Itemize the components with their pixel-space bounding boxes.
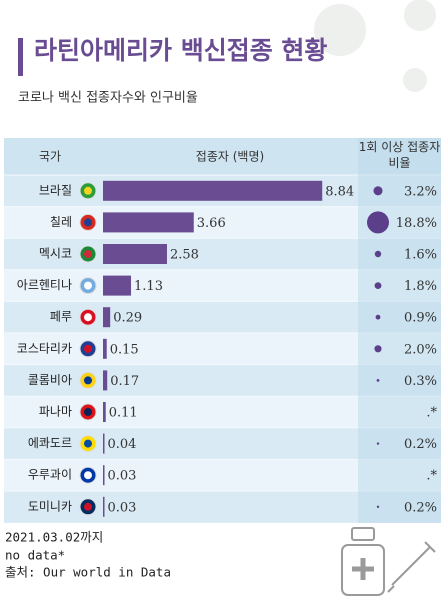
ratio-label: 0.3% <box>404 374 437 389</box>
ratio-dot <box>376 505 380 508</box>
bar <box>103 496 105 517</box>
category-label: 우루과이 <box>28 468 72 482</box>
flag-icon <box>84 376 92 385</box>
category-label: 멕시코 <box>39 247 72 261</box>
ratio-label: 0.9% <box>404 311 437 326</box>
value-label: 8.84 <box>325 184 354 199</box>
ratio-label: 3.2% <box>404 184 437 199</box>
ratio-label: 18.8% <box>396 216 437 231</box>
ratio-header-box: 1회 이상 접종자 비율 <box>358 140 441 170</box>
row-bg <box>4 269 441 302</box>
ratio-dot <box>374 282 382 290</box>
value-label: 1.13 <box>134 279 163 294</box>
title-accent <box>18 38 23 76</box>
flag-icon <box>84 281 92 290</box>
flag-icon <box>84 502 92 511</box>
row-bg <box>4 491 441 523</box>
ratio-label: 2.0% <box>404 342 437 357</box>
ratio-column-bg <box>358 138 441 523</box>
vaccine-icon <box>341 527 436 596</box>
category-label: 브라질 <box>39 183 72 197</box>
ratio-dot <box>374 345 382 353</box>
row-bg <box>4 459 441 491</box>
flag-icon <box>84 408 92 416</box>
bar <box>103 370 108 391</box>
row-bg <box>4 427 441 460</box>
background-virus <box>314 0 436 92</box>
bar <box>103 275 132 296</box>
flag-icon <box>84 186 92 195</box>
ratio-dot <box>376 379 380 382</box>
bar <box>103 338 107 359</box>
ratio-label: 0.2% <box>404 500 437 515</box>
flag-icon <box>84 439 92 448</box>
flag-icon <box>84 218 92 227</box>
category-label: 칠레 <box>50 215 72 229</box>
value-label: 3.66 <box>197 216 226 231</box>
value-label: 0.11 <box>109 406 138 421</box>
rows <box>4 174 441 523</box>
category-label: 코스타리카 <box>17 341 72 355</box>
note: 출처: Our world in Data <box>5 565 171 580</box>
category-label: 아르헨티나 <box>17 278 72 292</box>
bar <box>103 433 105 454</box>
value-label: 0.29 <box>113 311 142 326</box>
category-label: 도미니카 <box>28 499 72 513</box>
row-bg <box>4 301 441 333</box>
bar <box>103 212 194 233</box>
flag-icon <box>84 250 92 258</box>
flag-icon <box>84 471 92 480</box>
value-label: 0.15 <box>110 342 139 357</box>
chart-subtitle: 코로나 백신 접종자수와 인구비율 <box>18 91 198 106</box>
chart-title: 라틴아메리카 백신접종 현황 <box>34 36 327 65</box>
ratio-label: 0.2% <box>404 437 437 452</box>
category-label: 페루 <box>50 310 72 324</box>
flag-icon <box>84 313 92 322</box>
note: no data* <box>5 548 65 563</box>
ratio-header: 1회 이상 접종자 비율 <box>358 140 441 170</box>
category-header: 국가 <box>39 150 61 164</box>
ratio-dot <box>367 211 389 234</box>
ratio-label: 1.8% <box>404 279 437 294</box>
category-label: 에콰도르 <box>28 436 72 450</box>
ratio-label: .* <box>426 406 437 421</box>
category-label: 콜롬비아 <box>28 373 72 387</box>
value-label: 0.03 <box>108 469 137 484</box>
bar <box>103 402 106 422</box>
value-label: 0.03 <box>108 500 137 515</box>
value-header: 접종자 (백명) <box>196 150 264 164</box>
ratio-dot <box>374 250 382 258</box>
row-bg <box>4 364 441 397</box>
bar <box>103 244 167 264</box>
bar <box>103 307 111 328</box>
ratio-dot <box>375 314 381 320</box>
row-bg <box>4 396 441 428</box>
flag-icon <box>84 344 92 353</box>
ratio-dot <box>376 442 380 445</box>
bar <box>103 180 323 201</box>
row-bg <box>4 333 441 365</box>
bar <box>103 465 105 486</box>
value-label: 0.17 <box>110 374 139 389</box>
value-label: 2.58 <box>170 248 199 263</box>
ratio-label: 1.6% <box>404 248 437 263</box>
row-bg <box>4 238 441 270</box>
note: 2021.03.02까지 <box>5 530 103 545</box>
ratio-dot <box>373 186 383 196</box>
value-label: 0.04 <box>108 437 137 452</box>
header-bg <box>4 138 441 175</box>
category-label: 파나마 <box>39 405 72 419</box>
ratio-label: .* <box>426 469 437 484</box>
